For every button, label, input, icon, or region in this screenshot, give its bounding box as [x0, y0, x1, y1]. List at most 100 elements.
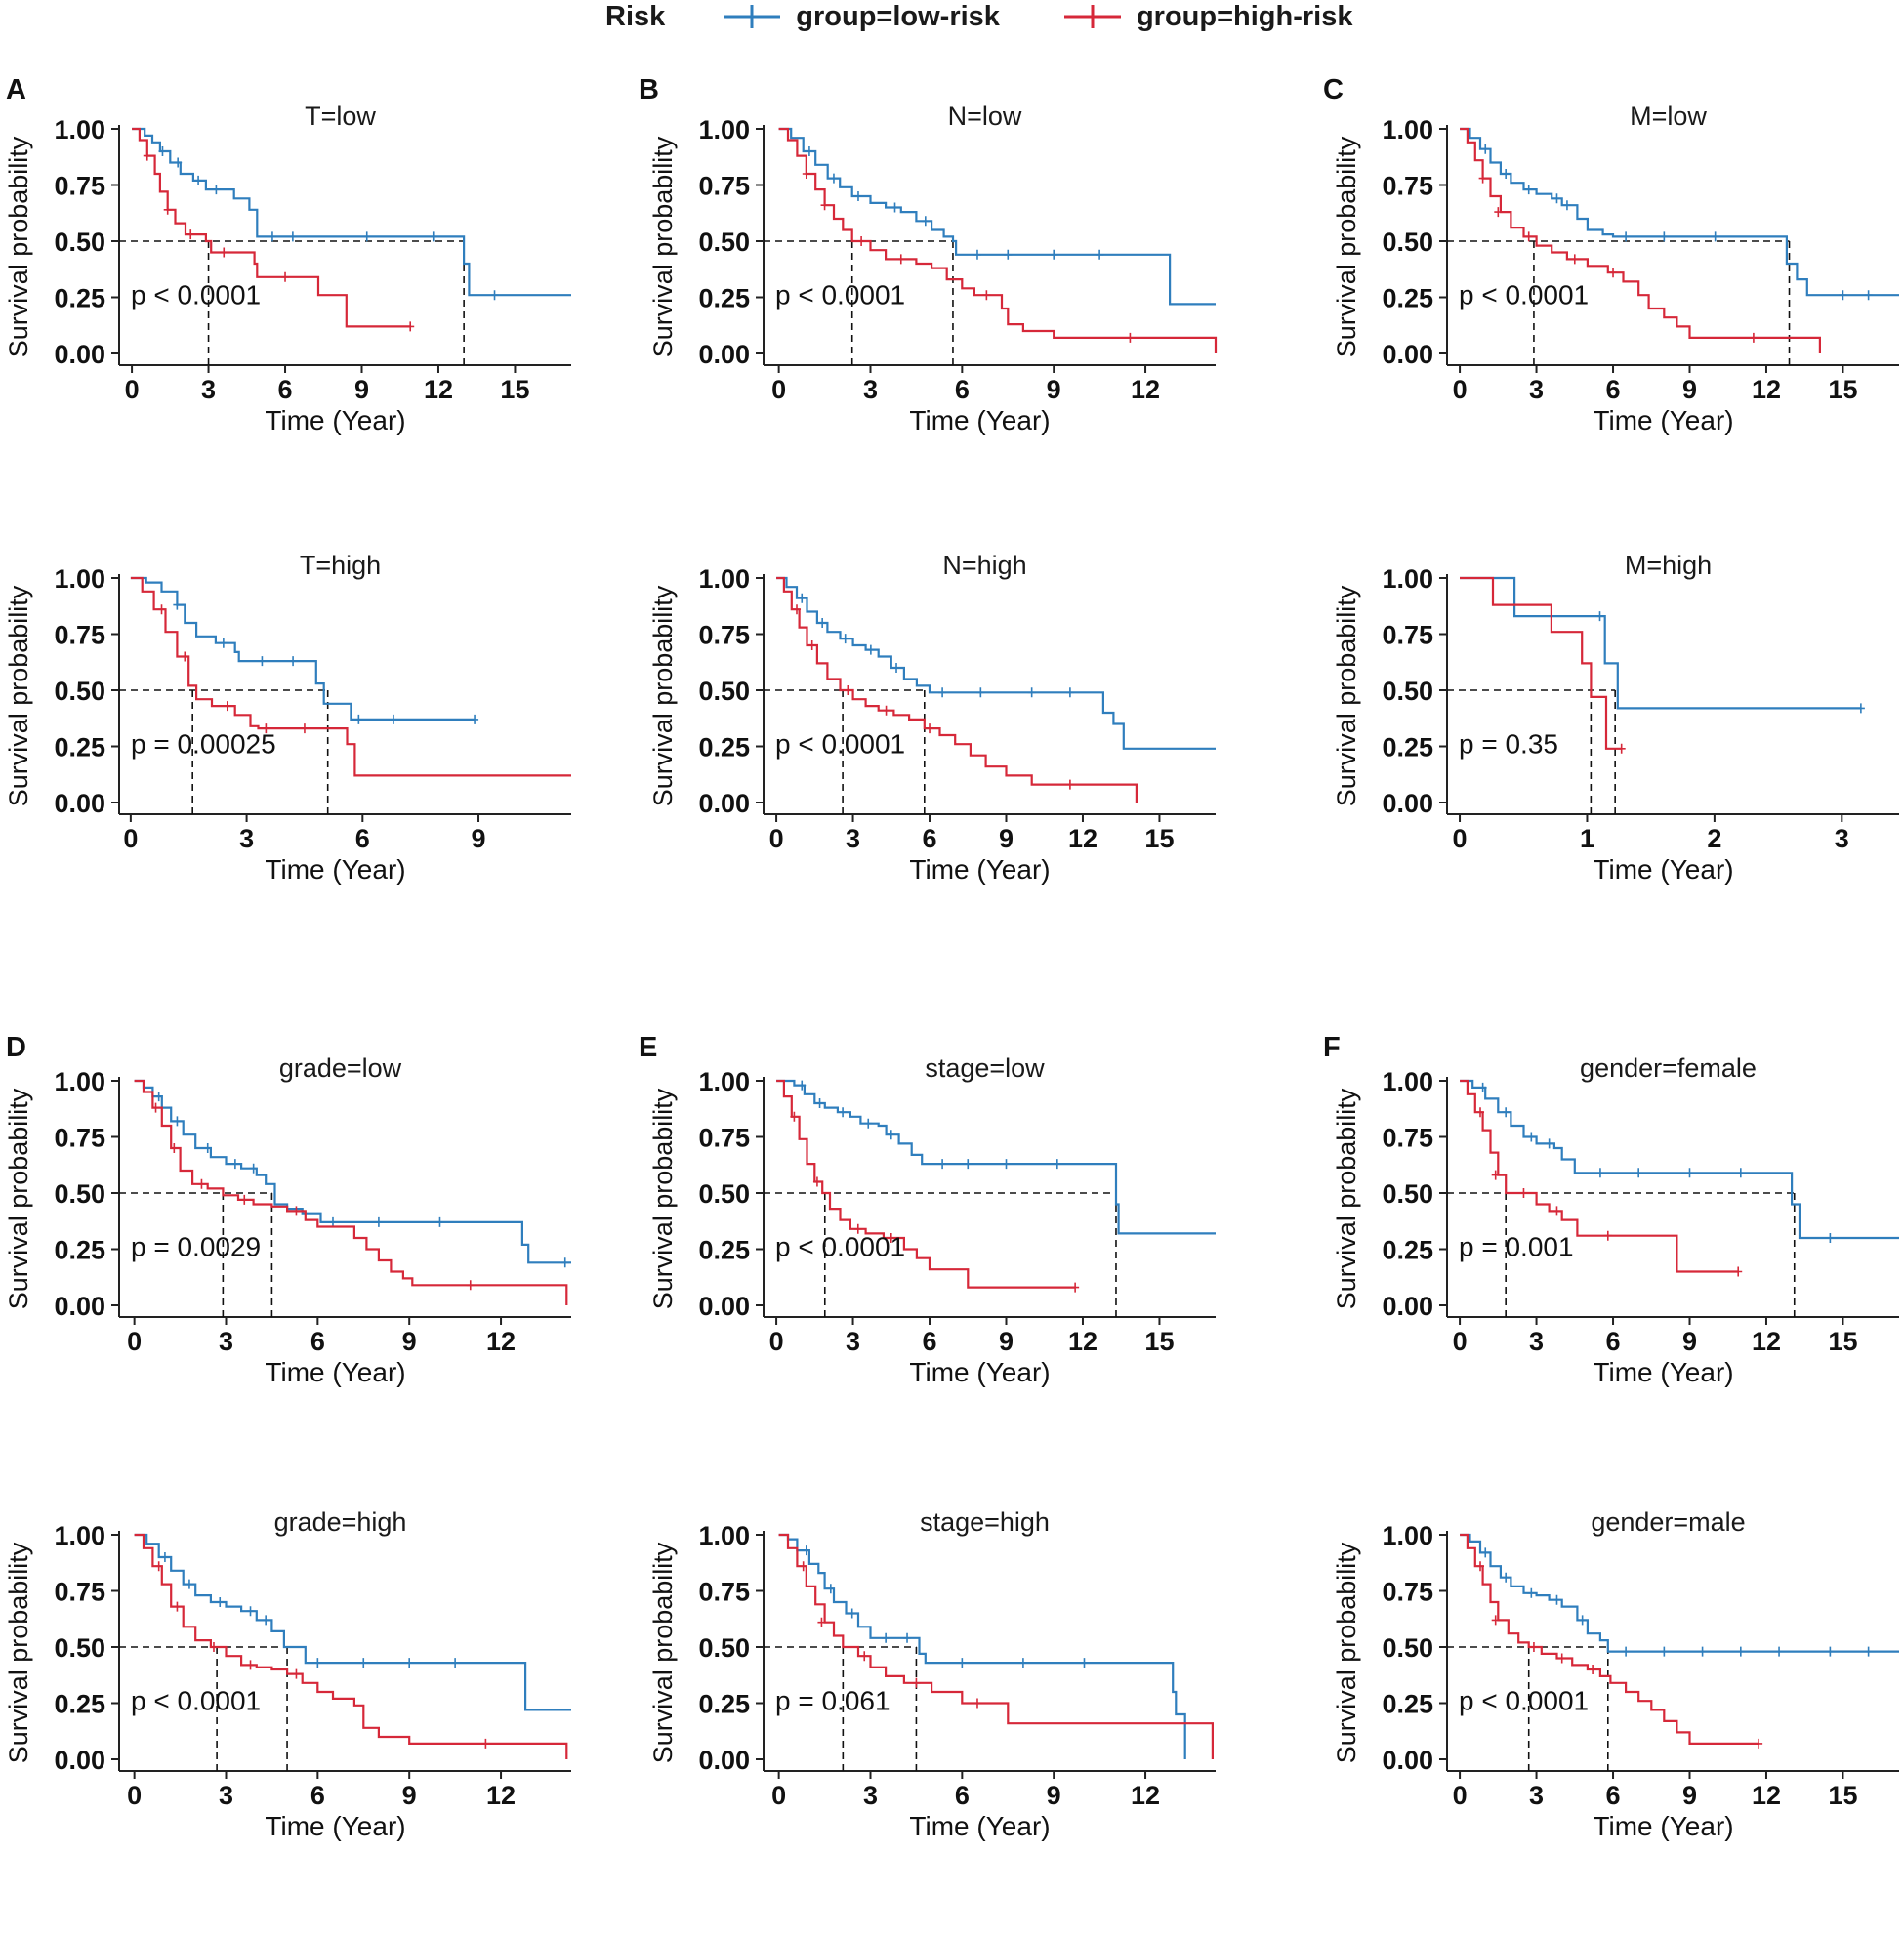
censor-mark-high-risk: [151, 1102, 160, 1113]
censor-mark-low-risk: [288, 231, 297, 242]
censor-mark-high-risk: [1071, 1282, 1080, 1293]
panel-letter-a: A: [6, 74, 26, 105]
x-tick-label: 9: [1682, 1781, 1697, 1810]
y-tick-label: 0.75: [1382, 1578, 1433, 1607]
censor-mark-high-risk: [857, 236, 866, 246]
censor-mark-low-risk: [829, 173, 838, 184]
x-tick-label: 0: [1453, 375, 1468, 404]
x-axis-label: Time (Year): [265, 1357, 405, 1387]
x-axis-label: Time (Year): [1593, 1811, 1733, 1841]
censor-mark-low-risk: [429, 231, 437, 242]
panel-title: M=low: [1630, 102, 1707, 131]
p-value-label: p = 0.00025: [131, 728, 276, 759]
y-tick-label: 0.75: [698, 172, 750, 201]
censor-mark-high-risk: [790, 1111, 799, 1122]
x-tick-label: 9: [1682, 1327, 1697, 1356]
censor-mark-high-risk: [860, 1651, 869, 1662]
x-tick-label: 0: [1453, 824, 1468, 853]
censor-mark-low-risk: [1864, 1646, 1873, 1657]
x-tick-label: 12: [486, 1327, 516, 1356]
censor-mark-high-risk: [912, 1677, 921, 1688]
y-axis-label: Survival probability: [1332, 1088, 1361, 1309]
y-tick-label: 0.00: [1382, 1746, 1433, 1775]
x-tick-label: 12: [1068, 1327, 1097, 1356]
y-tick-label: 1.00: [1382, 115, 1433, 144]
y-tick-label: 0.00: [698, 1292, 750, 1321]
censor-mark-low-risk: [973, 249, 981, 260]
x-tick-label: 0: [123, 824, 138, 853]
censor-mark-low-risk: [1502, 1572, 1511, 1583]
censor-mark-low-risk: [1562, 200, 1571, 211]
censor-mark-low-risk: [1065, 687, 1074, 698]
censor-mark-low-risk: [1775, 1646, 1784, 1657]
censor-mark-low-risk: [1027, 687, 1036, 698]
x-tick-label: 3: [1835, 824, 1849, 853]
x-tick-label: 0: [127, 1781, 142, 1810]
censor-mark-low-risk: [1736, 1646, 1745, 1657]
y-tick-label: 0.25: [1382, 284, 1433, 313]
x-tick-label: 6: [1606, 1327, 1621, 1356]
x-tick-label: 12: [424, 375, 453, 404]
censor-mark-low-risk: [839, 1107, 848, 1118]
censor-mark-high-risk: [1519, 1188, 1528, 1198]
censor-mark-low-risk: [1002, 1159, 1011, 1170]
x-tick-label: 12: [486, 1781, 516, 1810]
x-axis-label: Time (Year): [1593, 405, 1733, 435]
y-tick-label: 0.50: [1382, 227, 1433, 257]
p-value-label: p < 0.0001: [131, 279, 261, 309]
censor-mark-high-risk: [281, 271, 290, 282]
km-plot-gender-male: gender=male 0.00 0.25 0.50 0.75 1.00 0 3 6 9 12 15 T…: [1332, 1507, 1899, 1841]
censor-mark-high-risk: [1749, 332, 1758, 343]
x-tick-label: 9: [999, 1327, 1014, 1356]
plot-N-low: N=low 0.00 0.25 0.50 0.75 1.00 0 3 6 9 12 Time (Yea…: [644, 102, 1221, 522]
y-tick-label: 1.00: [1382, 564, 1433, 594]
censor-mark-high-risk: [812, 1176, 821, 1187]
censor-mark-high-risk: [143, 150, 151, 161]
panel-title: N=high: [942, 551, 1026, 580]
y-tick-label: 0.25: [54, 733, 105, 762]
x-tick-label: 3: [846, 1327, 860, 1356]
x-tick-label: 15: [1828, 1327, 1857, 1356]
y-tick-label: 1.00: [698, 564, 750, 594]
y-axis-label: Survival probability: [4, 1542, 33, 1763]
y-tick-label: 0.50: [1382, 1633, 1433, 1663]
y-tick-label: 1.00: [54, 564, 105, 594]
y-tick-label: 0.00: [1382, 340, 1433, 369]
x-axis-label: Time (Year): [909, 405, 1050, 435]
censor-mark-low-risk: [887, 1130, 895, 1140]
p-value-label: p = 0.35: [1459, 728, 1558, 759]
censor-mark-high-risk: [817, 1617, 826, 1627]
y-tick-label: 0.75: [1382, 621, 1433, 650]
y-tick-label: 0.25: [1382, 733, 1433, 762]
y-tick-label: 0.25: [698, 733, 750, 762]
y-axis-label: Survival probability: [4, 1088, 33, 1309]
survival-curve-high-risk: [778, 1533, 1214, 1759]
survival-curve-high-risk: [134, 1079, 568, 1305]
y-tick-label: 0.50: [698, 1179, 750, 1209]
x-tick-label: 12: [1068, 824, 1097, 853]
censor-mark-low-risk: [185, 1579, 193, 1589]
y-tick-label: 0.25: [1382, 1690, 1433, 1719]
censor-mark-low-risk: [976, 687, 985, 698]
x-axis-label: Time (Year): [1593, 1357, 1733, 1387]
censor-mark-low-risk: [1018, 1658, 1027, 1668]
x-tick-label: 12: [1752, 375, 1781, 404]
censor-mark-high-risk: [163, 204, 172, 215]
y-tick-label: 0.75: [54, 172, 105, 201]
censor-mark-low-risk: [1004, 249, 1013, 260]
censor-mark-low-risk: [1826, 1646, 1835, 1657]
x-tick-label: 0: [769, 1327, 784, 1356]
plot-grade-high: grade=high 0.00 0.25 0.50 0.75 1.00 0 3 6 9 12 Time…: [0, 1507, 576, 1928]
x-tick-label: 12: [1131, 375, 1160, 404]
censor-mark-low-risk: [938, 687, 947, 698]
km-plot-T-high: T=high 0.00 0.25 0.50 0.75 1.00 0 3 6 9 Time (Year…: [4, 551, 571, 885]
survival-curve-high-risk: [778, 127, 1218, 353]
censor-mark-high-risk: [1617, 743, 1626, 754]
legend-key-high-risk: [1063, 5, 1121, 28]
censor-mark-high-risk: [1491, 1615, 1500, 1626]
censor-mark-high-risk: [973, 1698, 981, 1709]
censor-mark-low-risk: [174, 157, 183, 168]
survival-curve-high-risk: [776, 576, 1138, 803]
censor-mark-low-risk: [471, 714, 479, 724]
censor-mark-low-risk: [848, 1608, 856, 1619]
